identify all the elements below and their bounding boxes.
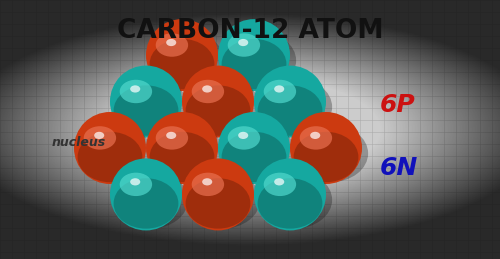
- Ellipse shape: [150, 39, 214, 89]
- Ellipse shape: [264, 173, 296, 196]
- Ellipse shape: [120, 80, 152, 103]
- Ellipse shape: [222, 39, 286, 89]
- Ellipse shape: [84, 126, 116, 150]
- Ellipse shape: [218, 112, 290, 184]
- Ellipse shape: [120, 173, 152, 196]
- Ellipse shape: [150, 132, 214, 182]
- Ellipse shape: [218, 19, 290, 91]
- Ellipse shape: [76, 125, 152, 182]
- Ellipse shape: [310, 132, 320, 139]
- Ellipse shape: [186, 178, 250, 229]
- Ellipse shape: [146, 19, 218, 91]
- Text: CARBON-12 ATOM: CARBON-12 ATOM: [117, 18, 384, 44]
- Ellipse shape: [274, 85, 284, 92]
- Ellipse shape: [184, 171, 260, 229]
- Ellipse shape: [192, 173, 224, 196]
- Ellipse shape: [184, 78, 260, 136]
- Ellipse shape: [228, 33, 260, 57]
- Ellipse shape: [264, 80, 296, 103]
- Ellipse shape: [202, 85, 212, 92]
- Ellipse shape: [294, 132, 358, 182]
- Ellipse shape: [148, 125, 224, 182]
- Ellipse shape: [186, 85, 250, 136]
- Ellipse shape: [228, 126, 260, 150]
- Ellipse shape: [114, 85, 178, 136]
- Text: nucleus: nucleus: [52, 135, 106, 148]
- Ellipse shape: [130, 85, 140, 92]
- Ellipse shape: [110, 159, 182, 231]
- Ellipse shape: [110, 66, 182, 138]
- Ellipse shape: [238, 132, 248, 139]
- Ellipse shape: [258, 178, 322, 229]
- Ellipse shape: [222, 132, 286, 182]
- Ellipse shape: [166, 132, 176, 139]
- Ellipse shape: [74, 112, 146, 184]
- Ellipse shape: [256, 78, 332, 136]
- Ellipse shape: [156, 126, 188, 150]
- Ellipse shape: [130, 178, 140, 185]
- Ellipse shape: [254, 66, 326, 138]
- Text: 6P: 6P: [380, 93, 416, 117]
- Ellipse shape: [148, 32, 224, 89]
- Ellipse shape: [274, 178, 284, 185]
- Ellipse shape: [166, 39, 176, 46]
- Ellipse shape: [78, 132, 142, 182]
- Text: 6N: 6N: [380, 156, 418, 180]
- Ellipse shape: [202, 178, 212, 185]
- Ellipse shape: [94, 132, 104, 139]
- Ellipse shape: [238, 39, 248, 46]
- Ellipse shape: [290, 112, 362, 184]
- Ellipse shape: [220, 32, 296, 89]
- Ellipse shape: [146, 112, 218, 184]
- Ellipse shape: [300, 126, 332, 150]
- Ellipse shape: [182, 66, 254, 138]
- Ellipse shape: [192, 80, 224, 103]
- Ellipse shape: [256, 171, 332, 229]
- Ellipse shape: [258, 85, 322, 136]
- Ellipse shape: [112, 171, 188, 229]
- Ellipse shape: [114, 178, 178, 229]
- Ellipse shape: [112, 78, 188, 136]
- Ellipse shape: [182, 159, 254, 231]
- Ellipse shape: [292, 125, 368, 182]
- Ellipse shape: [254, 159, 326, 231]
- Ellipse shape: [220, 125, 296, 182]
- Ellipse shape: [156, 33, 188, 57]
